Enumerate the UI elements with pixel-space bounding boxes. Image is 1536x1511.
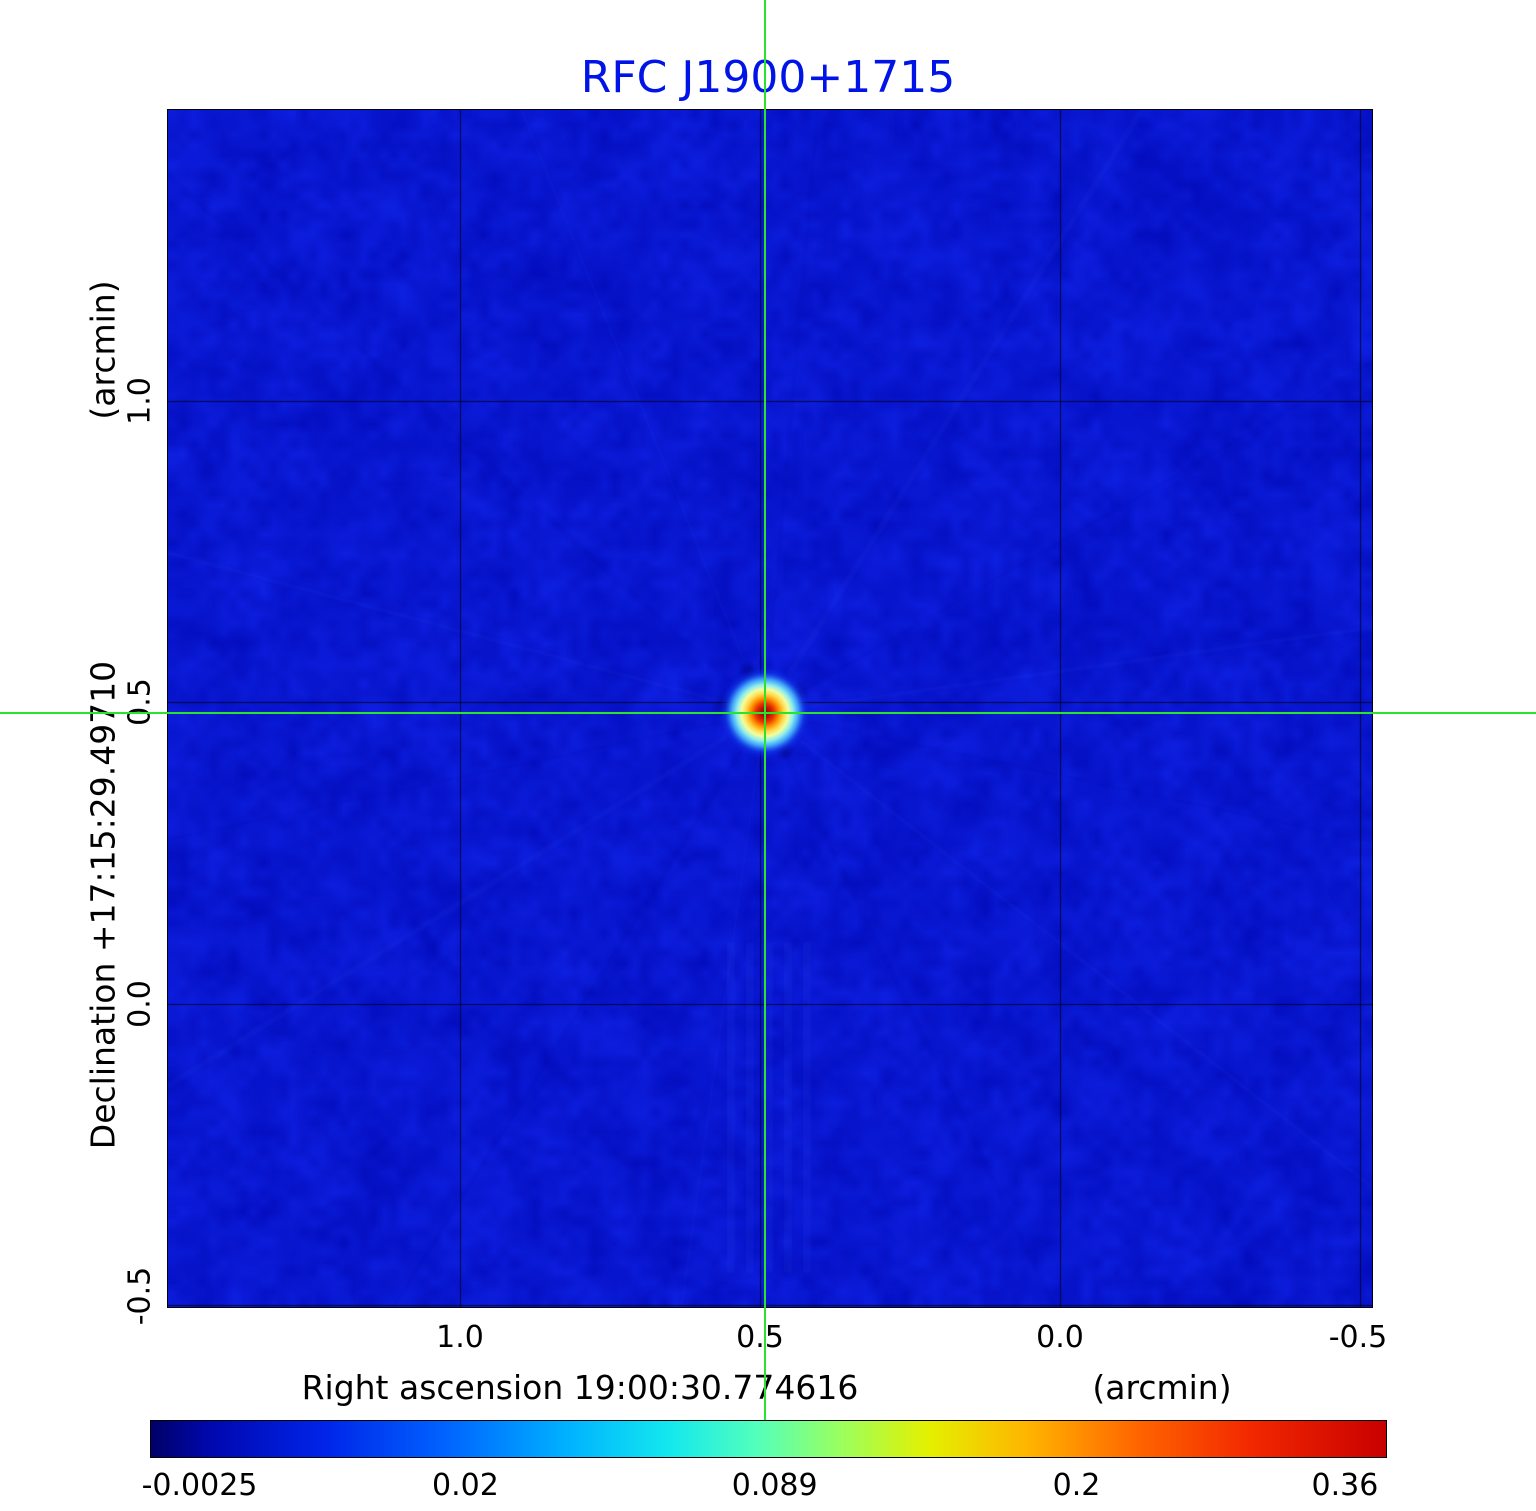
x-tick-label: -0.5 [1328, 1320, 1388, 1355]
x-tick-label: 0.5 [736, 1320, 784, 1355]
y-tick-label: 0.5 [122, 678, 158, 726]
colorbar-tick-label: 0.02 [432, 1468, 499, 1503]
colorbar-tick-label: 0.36 [1311, 1468, 1379, 1503]
y-tick-label: 1.0 [122, 377, 158, 425]
crosshair-vertical-line [763, 0, 766, 1420]
x-tick-label: 1.0 [436, 1320, 484, 1355]
y-axis-unit: (arcmin) [83, 280, 123, 420]
x-axis-label: Right ascension 19:00:30.774616 [301, 1368, 859, 1407]
x-axis-unit: (arcmin) [1092, 1368, 1232, 1407]
heatmap-image [168, 110, 1372, 1307]
y-tick-label: 0.0 [122, 980, 158, 1028]
y-axis-label: Declination +17:15:29.49710 [83, 660, 123, 1150]
y-tick-label: -0.5 [122, 1266, 158, 1326]
plot-frame [167, 109, 1373, 1308]
x-tick-label: 0.0 [1036, 1320, 1084, 1355]
colorbar-tick-label: 0.2 [1052, 1468, 1101, 1503]
crosshair-horizontal-line [0, 711, 1536, 714]
colorbar [150, 1420, 1387, 1458]
colorbar-tick-label: 0.089 [731, 1468, 818, 1503]
colorbar-tick-label: -0.0025 [141, 1468, 258, 1503]
figure-title: RFC J1900+1715 [580, 52, 956, 103]
